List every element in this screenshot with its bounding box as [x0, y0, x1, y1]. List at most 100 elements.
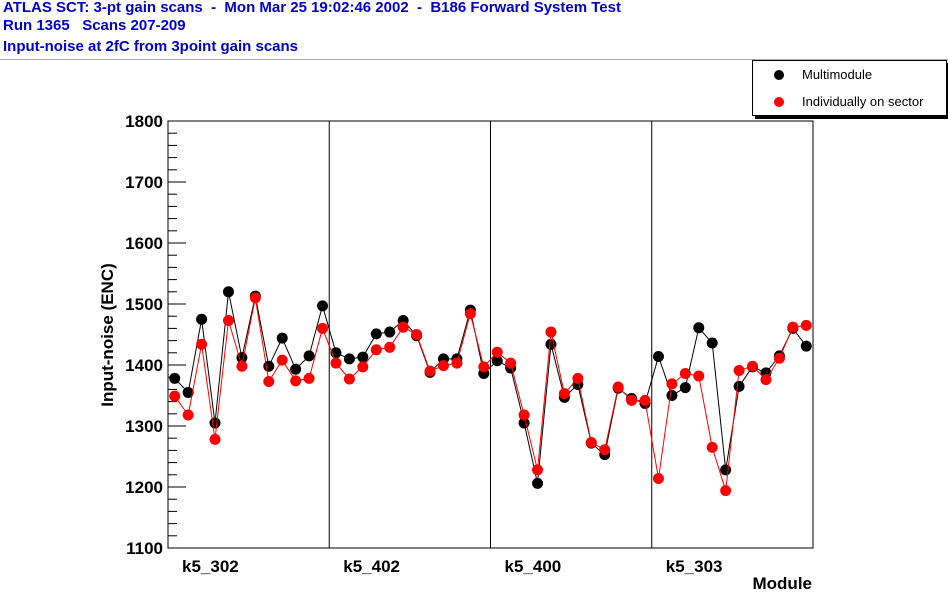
header-run-info: Run 1365 Scans 207-209 — [3, 17, 186, 34]
data-point — [679, 382, 691, 394]
data-point — [585, 436, 597, 448]
data-point — [747, 360, 759, 372]
data-point — [330, 357, 342, 369]
data-point — [464, 308, 476, 320]
y-tick-label: 1500 — [125, 295, 163, 314]
data-point — [196, 313, 208, 325]
data-point — [182, 386, 194, 398]
y-tick-label: 1800 — [125, 112, 163, 131]
data-point — [720, 485, 732, 497]
data-point — [787, 321, 799, 333]
data-point — [693, 370, 705, 382]
data-point — [411, 329, 423, 340]
data-point — [290, 375, 302, 387]
legend-marker-black — [774, 70, 784, 80]
data-point — [343, 373, 355, 385]
data-point — [222, 286, 234, 298]
data-point — [679, 368, 691, 380]
data-point — [545, 326, 557, 338]
y-tick-label: 1700 — [125, 173, 163, 192]
data-point — [357, 361, 369, 373]
data-point — [437, 360, 449, 372]
data-point — [317, 322, 329, 334]
x-axis-title: Module — [753, 574, 813, 593]
data-point — [626, 394, 638, 406]
data-point — [706, 337, 718, 349]
data-point — [249, 292, 261, 304]
data-point — [424, 365, 436, 377]
data-point — [491, 355, 503, 367]
data-point — [236, 352, 248, 364]
data-point — [720, 464, 732, 476]
data-point — [652, 350, 664, 362]
data-point — [760, 374, 772, 386]
data-point — [182, 409, 194, 421]
y-axis-title: Input-noise (ENC) — [98, 263, 117, 407]
data-point — [196, 338, 208, 350]
data-point — [639, 394, 651, 406]
data-point — [505, 357, 517, 369]
data-point — [800, 319, 812, 331]
header-title: ATLAS SCT: 3-pt gain scans - Mon Mar 25 … — [3, 0, 621, 16]
data-point — [599, 444, 611, 456]
header-divider — [0, 59, 948, 60]
data-point — [652, 472, 664, 484]
x-category-label: k5_402 — [343, 557, 400, 576]
data-point — [263, 360, 275, 372]
x-category-label: k5_303 — [666, 557, 723, 576]
data-point — [169, 372, 181, 384]
legend: Multimodule Individually on sector — [752, 60, 947, 116]
data-point — [706, 441, 718, 453]
data-point — [666, 390, 678, 401]
data-point — [773, 352, 785, 364]
series-individually-on-sector — [169, 292, 812, 497]
data-point — [666, 378, 678, 390]
chart-title: Input-noise at 2fC from 3point gain scan… — [3, 38, 299, 55]
legend-entry-multimodule: Multimodule — [753, 65, 946, 85]
data-point — [612, 381, 624, 393]
x-axis-categories: k5_302 k5_402 k5_400 k5_303 — [182, 557, 722, 576]
data-point — [370, 344, 382, 356]
data-point — [384, 341, 396, 353]
data-point — [518, 409, 530, 421]
data-point — [370, 328, 382, 340]
data-point — [343, 353, 355, 365]
data-point — [733, 380, 745, 392]
data-point — [491, 346, 503, 358]
x-category-label: k5_400 — [505, 557, 562, 576]
legend-label: Multimodule — [802, 67, 873, 82]
data-point — [532, 464, 544, 476]
data-point — [169, 390, 181, 402]
x-category-label: k5_302 — [182, 557, 239, 576]
y-tick-label: 1300 — [125, 417, 163, 436]
module-dividers — [328, 121, 653, 548]
y-tick-label: 1600 — [125, 234, 163, 253]
data-point — [572, 372, 584, 384]
legend-entry-individually-on-sector: Individually on sector — [753, 92, 946, 112]
data-point — [263, 375, 275, 387]
data-point — [558, 388, 570, 400]
data-point — [357, 351, 369, 363]
data-point — [800, 340, 812, 352]
y-tick-label: 1100 — [126, 539, 163, 558]
data-point — [303, 372, 315, 384]
legend-marker-red — [774, 97, 784, 107]
y-axis: 1100 1200 1300 1400 1500 1600 1700 1800 — [125, 112, 186, 558]
data-point — [478, 361, 490, 373]
data-point — [303, 350, 315, 362]
data-point — [276, 332, 288, 344]
data-point — [236, 360, 248, 372]
data-point — [209, 433, 221, 445]
y-tick-label: 1200 — [125, 478, 163, 497]
data-point — [317, 300, 329, 312]
data-point — [733, 364, 745, 376]
data-point — [693, 322, 705, 334]
data-point — [290, 363, 302, 375]
data-point — [545, 338, 557, 350]
y-tick-label: 1400 — [125, 356, 163, 375]
data-point — [451, 357, 463, 369]
data-point — [397, 321, 409, 333]
data-point — [384, 326, 396, 338]
legend-label: Individually on sector — [802, 94, 924, 109]
